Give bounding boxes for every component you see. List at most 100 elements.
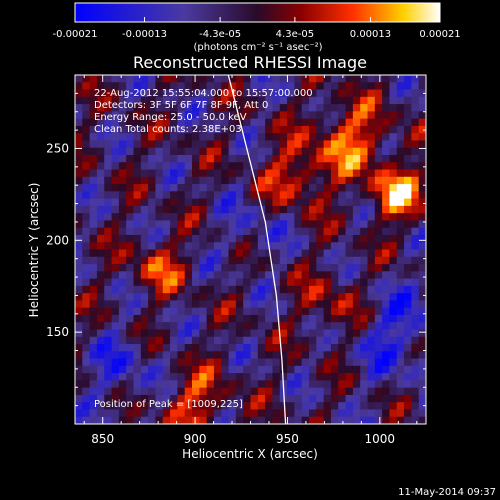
heatmap-cell [89, 75, 98, 83]
heatmap-cell [323, 184, 332, 192]
heatmap-cell [192, 300, 200, 309]
heatmap-cell [250, 154, 259, 163]
heatmap-cell [323, 314, 332, 323]
heatmap-cell [213, 125, 222, 134]
heatmap-cell [228, 344, 237, 352]
heatmap-cell [199, 96, 208, 105]
heatmap-cell [213, 351, 222, 359]
heatmap-cell [272, 227, 281, 236]
heatmap-cell [213, 314, 222, 323]
heatmap-cell [411, 365, 420, 374]
heatmap-cell [316, 307, 325, 316]
heatmap-cell [374, 394, 383, 403]
heatmap-cell [367, 351, 376, 359]
heatmap-cell [418, 213, 426, 221]
heatmap-cell [213, 198, 222, 207]
heatmap-cell [323, 75, 332, 83]
heatmap-cell [82, 162, 91, 170]
heatmap-cell [206, 336, 215, 345]
heatmap-cell [352, 264, 361, 272]
heatmap-cell [235, 293, 244, 301]
heatmap-cell [345, 242, 354, 250]
heatmap-cell [316, 387, 325, 396]
heatmap-cell [250, 373, 259, 381]
heatmap-cell [184, 162, 193, 170]
heatmap-cell [184, 300, 193, 309]
heatmap-cell [294, 314, 303, 323]
heatmap-cell [279, 249, 288, 258]
heatmap-cell [111, 329, 120, 338]
heatmap-cell [367, 380, 376, 389]
heatmap-cell [111, 220, 120, 229]
heatmap-cell [257, 191, 266, 199]
heatmap-cell [235, 162, 244, 170]
heatmap-cell [323, 365, 332, 374]
heatmap-cell [170, 125, 178, 134]
heatmap-cell [257, 169, 266, 178]
heatmap-cell [140, 133, 149, 141]
heatmap-cell [228, 220, 237, 229]
heatmap-cell [323, 409, 332, 418]
heatmap-cell [243, 365, 251, 374]
heatmap-cell [235, 394, 244, 403]
heatmap-cell [199, 264, 208, 272]
heatmap-cell [250, 169, 259, 178]
heatmap-cell [192, 365, 200, 374]
heatmap-cell [396, 300, 405, 309]
heatmap-cell [418, 249, 426, 258]
heatmap-cell [404, 191, 412, 199]
heatmap-cell [133, 402, 142, 410]
heatmap-cell [206, 234, 215, 243]
heatmap-cell [96, 96, 105, 105]
heatmap-cell [352, 394, 361, 403]
heatmap-cell [382, 75, 390, 83]
heatmap-cell [89, 198, 98, 207]
colorbar-tick-label: -4.3e-05 [199, 29, 241, 40]
heatmap-cell [148, 336, 156, 345]
heatmap-cell [75, 387, 83, 396]
heatmap-cell [294, 373, 303, 381]
heatmap-cell [316, 300, 325, 309]
heatmap-cell [250, 336, 259, 345]
heatmap-cell [199, 322, 208, 330]
heatmap-cell [352, 82, 361, 90]
heatmap-cell [352, 147, 361, 156]
heatmap-cell [177, 373, 186, 381]
heatmap-cell [126, 329, 134, 338]
heatmap-cell [323, 89, 332, 98]
heatmap-cell [235, 111, 244, 120]
heatmap-cell [316, 416, 325, 424]
heatmap-cell [301, 358, 310, 367]
heatmap-cell [316, 111, 325, 120]
heatmap-cell [162, 322, 171, 330]
heatmap-cell [389, 336, 398, 345]
heatmap-cell [104, 329, 112, 338]
heatmap-cell [279, 147, 288, 156]
heatmap-cell [389, 111, 398, 120]
heatmap-cell [265, 380, 273, 389]
heatmap-cell [235, 380, 244, 389]
heatmap-cell [345, 264, 354, 272]
heatmap-cell [221, 198, 229, 207]
heatmap-cell [418, 104, 426, 112]
heatmap-cell [82, 198, 91, 207]
heatmap-cell [89, 409, 98, 418]
heatmap-cell [272, 242, 281, 250]
heatmap-cell [177, 89, 186, 98]
heatmap-cell [257, 96, 266, 105]
heatmap-cell [265, 336, 273, 345]
heatmap-cell [411, 249, 420, 258]
heatmap-cell [323, 329, 332, 338]
heatmap-cell [396, 387, 405, 396]
heatmap-cell [199, 293, 208, 301]
heatmap-cell [250, 380, 259, 389]
heatmap-cell [367, 285, 376, 294]
heatmap-cell [323, 307, 332, 316]
heatmap-cell [272, 75, 281, 83]
heatmap-cell [96, 249, 105, 258]
heatmap-cell [367, 234, 376, 243]
heatmap-cell [360, 293, 368, 301]
heatmap-cell [89, 351, 98, 359]
heatmap-cell [301, 278, 310, 287]
heatmap-cell [177, 118, 186, 127]
